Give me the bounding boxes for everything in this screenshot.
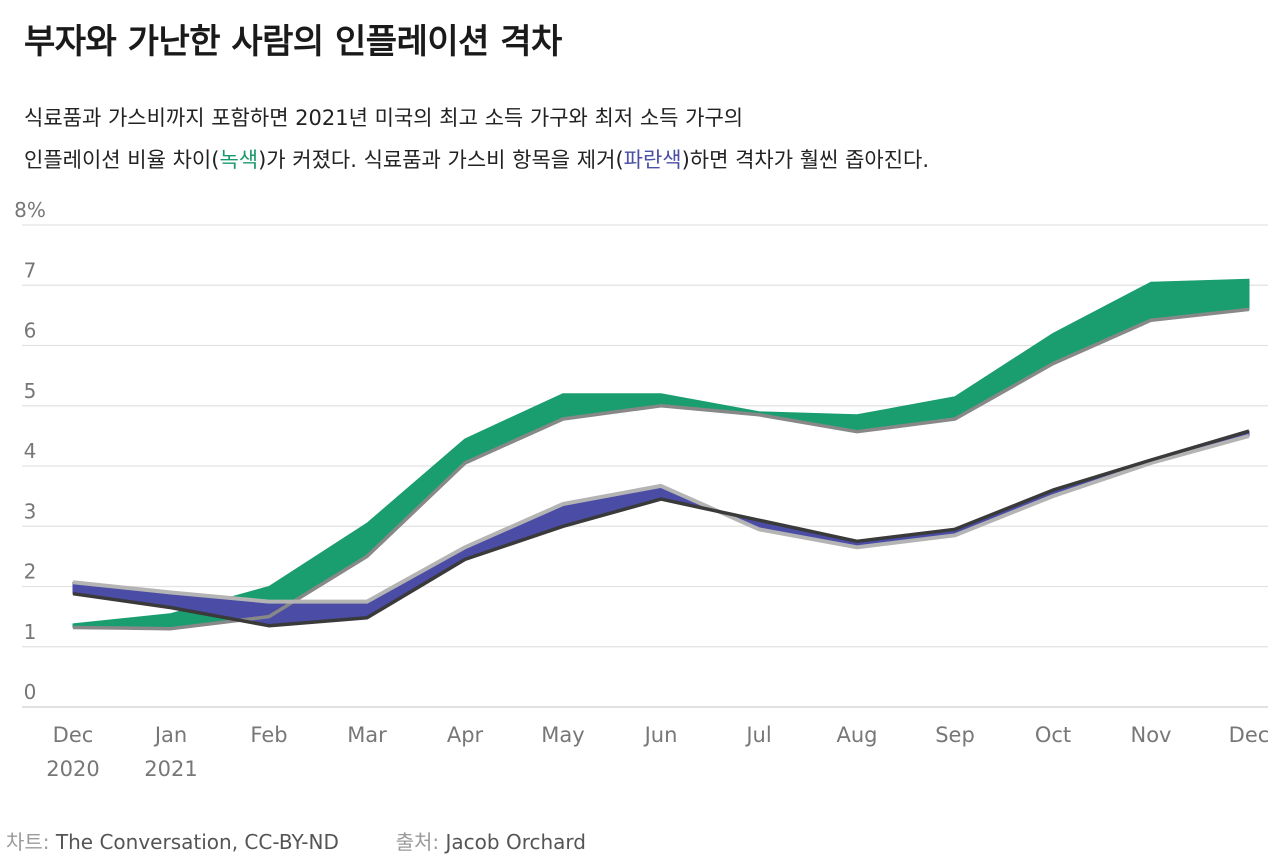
footer-source-credit: Jacob Orchard bbox=[445, 830, 586, 854]
subtitle-text-c: )하면 격차가 훨씬 좁아진다. bbox=[681, 148, 930, 172]
x-tick-label-3: Mar bbox=[347, 723, 387, 747]
x-tick-label-6: Jun bbox=[643, 723, 678, 747]
x-tick-label-5: May bbox=[541, 723, 584, 747]
x-tick-label-0: Dec bbox=[53, 723, 94, 747]
footer-chart-label: 차트: bbox=[6, 830, 50, 854]
green-band-area bbox=[72, 278, 1250, 630]
chart-footer: 차트: The Conversation, CC-BY-ND 출처: Jacob… bbox=[6, 826, 586, 855]
x-tick-label-9: Sep bbox=[935, 723, 975, 747]
x-tick-label-8: Aug bbox=[836, 723, 877, 747]
footer-chart-credit: The Conversation, CC-BY-ND bbox=[55, 830, 339, 854]
chart-title: 부자와 가난한 사람의 인플레이션 격차 bbox=[24, 22, 562, 62]
x-axis-ticks: Dec 2020 Jan 2021 Feb Mar Apr May Jun Jul Aug Sep Oc… bbox=[46, 723, 1269, 781]
x-tick-label-7: Jul bbox=[744, 723, 771, 747]
y-axis-ticks: 0 1 2 3 4 5 6 7 8% bbox=[14, 198, 46, 704]
subtitle-blue-keyword: 파란색 bbox=[623, 148, 682, 172]
x-tick-label-1: Jan bbox=[153, 723, 187, 747]
x-tick-label-2: Feb bbox=[250, 723, 287, 747]
y-tick-label-5: 5 bbox=[24, 379, 37, 403]
y-tick-label-8: 8% bbox=[14, 198, 46, 222]
subtitle-text-b: )가 커졌다. 식료품과 가스비 항목을 제거( bbox=[258, 148, 624, 172]
line-layer bbox=[72, 307, 1250, 631]
y-tick-label-4: 4 bbox=[24, 439, 37, 463]
x-tick-label-1-line2: 2021 bbox=[144, 757, 197, 781]
series-line-blue-lightgray bbox=[72, 433, 1250, 604]
y-tick-label-3: 3 bbox=[24, 499, 37, 523]
y-tick-label-0: 0 bbox=[24, 680, 37, 704]
grid-layer bbox=[22, 224, 1268, 708]
x-tick-label-12: Dec bbox=[1229, 723, 1270, 747]
x-tick-label-11: Nov bbox=[1131, 723, 1172, 747]
y-tick-label-2: 2 bbox=[24, 560, 37, 584]
subtitle-text-a: 인플레이션 비율 차이( bbox=[24, 148, 220, 172]
subtitle-line-1: 식료품과 가스비까지 포함하면 2021년 미국의 최고 소득 가구와 최저 소… bbox=[24, 106, 744, 130]
subtitle-line-2: 인플레이션 비율 차이(녹색)가 커졌다. 식료품과 가스비 항목을 제거(파란… bbox=[24, 139, 1244, 181]
series-line-blue-dark bbox=[72, 429, 1250, 628]
x-tick-label-0-line2: 2020 bbox=[46, 757, 99, 781]
band-layer bbox=[72, 278, 1250, 630]
inflation-gap-chart: 0 1 2 3 4 5 6 7 8% Dec 2020 Jan 2021 Feb Mar Apr May Jun… bbox=[14, 198, 1269, 781]
x-tick-label-4: Apr bbox=[447, 723, 484, 747]
subtitle-green-keyword: 녹색 bbox=[219, 148, 259, 172]
chart-subtitle: 식료품과 가스비까지 포함하면 2021년 미국의 최고 소득 가구와 최저 소… bbox=[24, 97, 1244, 181]
y-tick-label-1: 1 bbox=[24, 620, 37, 644]
footer-source-label: 출처: bbox=[395, 830, 440, 854]
series-line-green-bottom bbox=[72, 307, 1250, 631]
x-tick-label-10: Oct bbox=[1035, 723, 1071, 747]
y-tick-label-6: 6 bbox=[24, 319, 37, 343]
y-tick-label-7: 7 bbox=[24, 258, 37, 282]
